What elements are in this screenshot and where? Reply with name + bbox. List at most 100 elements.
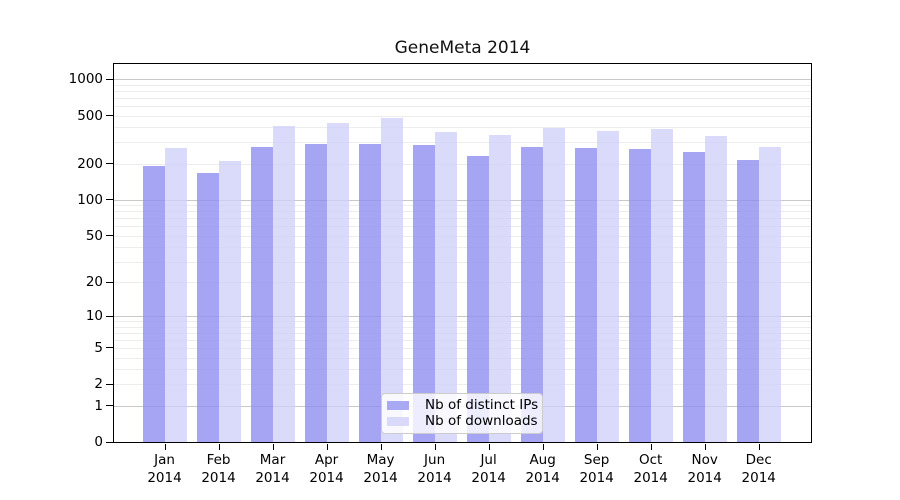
gridline-minor-900 bbox=[113, 84, 812, 86]
x-tick-mark-dec bbox=[758, 444, 760, 450]
gridline-minor-5 bbox=[113, 347, 812, 349]
x-tick-label-aug: Aug 2014 bbox=[515, 451, 571, 487]
gridline-minor-9 bbox=[113, 321, 812, 323]
legend-label: Nb of downloads bbox=[425, 413, 538, 430]
gridline-minor-6 bbox=[113, 339, 812, 341]
gridline-minor-4 bbox=[113, 357, 812, 359]
x-tick-year: 2014 bbox=[309, 470, 344, 486]
bar-may-downloads bbox=[380, 117, 403, 443]
bar-sep-downloads bbox=[596, 130, 619, 443]
x-tick-label-mar: Mar 2014 bbox=[245, 451, 301, 487]
grid-layer bbox=[113, 63, 812, 443]
x-tick-year: 2014 bbox=[687, 470, 722, 486]
gridline-minor-2 bbox=[113, 384, 812, 386]
legend-swatch-icon bbox=[387, 400, 409, 410]
y-tick-mark-10 bbox=[106, 315, 113, 317]
y-tick-label-100: 100 bbox=[77, 191, 103, 208]
x-tick-mark-apr bbox=[326, 444, 328, 450]
bar-jun-ips bbox=[412, 144, 435, 443]
x-tick-year: 2014 bbox=[417, 470, 452, 486]
x-tick-month: Mar bbox=[259, 452, 286, 468]
x-tick-month: Apr bbox=[314, 452, 339, 468]
y-tick-label-500: 500 bbox=[77, 107, 103, 124]
bar-nov-downloads bbox=[704, 136, 727, 443]
bar-nov-ips bbox=[682, 152, 705, 443]
x-tick-month: Feb bbox=[206, 452, 231, 468]
bar-dec-downloads bbox=[758, 147, 781, 443]
legend-item-downloads: Nb of downloads bbox=[387, 413, 538, 430]
y-tick-mark-20 bbox=[106, 281, 113, 283]
bar-sep-ips bbox=[574, 147, 597, 443]
bar-dec-ips bbox=[736, 159, 759, 443]
x-tick-mark-mar bbox=[272, 444, 274, 450]
y-tick-mark-0 bbox=[106, 441, 113, 443]
x-tick-month: May bbox=[366, 452, 395, 468]
y-tick-label-200: 200 bbox=[77, 155, 103, 172]
x-tick-month: Jan bbox=[154, 452, 175, 468]
x-tick-label-may: May 2014 bbox=[353, 451, 409, 487]
x-tick-year: 2014 bbox=[147, 470, 182, 486]
y-tick-mark-2 bbox=[106, 383, 113, 385]
bar-apr-ips bbox=[304, 143, 327, 443]
y-tick-label-2: 2 bbox=[94, 376, 103, 393]
x-tick-label-feb: Feb 2014 bbox=[191, 451, 247, 487]
gridline-minor-40 bbox=[113, 247, 812, 249]
x-tick-mark-sep bbox=[596, 444, 598, 450]
x-tick-month: Jun bbox=[424, 452, 446, 468]
gridline-major-10 bbox=[113, 316, 812, 318]
gridline-major-100 bbox=[113, 199, 812, 201]
x-tick-month: Oct bbox=[639, 452, 663, 468]
gridline-minor-80 bbox=[113, 211, 812, 213]
gridline-minor-600 bbox=[113, 106, 812, 108]
plot-area: Nb of distinct IPs Nb of downloads bbox=[113, 63, 812, 443]
y-tick-label-50: 50 bbox=[85, 227, 103, 244]
bar-aug-downloads bbox=[542, 127, 565, 443]
bar-feb-downloads bbox=[218, 160, 241, 443]
y-tick-label-1000: 1000 bbox=[68, 71, 103, 88]
y-tick-mark-200 bbox=[106, 163, 113, 165]
gridline-minor-20 bbox=[113, 282, 812, 284]
x-tick-label-dec: Dec 2014 bbox=[731, 451, 787, 487]
x-tick-month: Sep bbox=[583, 452, 610, 468]
legend: Nb of distinct IPs Nb of downloads bbox=[381, 393, 543, 434]
y-tick-label-5: 5 bbox=[94, 339, 103, 356]
gridline-minor-30 bbox=[113, 261, 812, 263]
x-tick-label-jan: Jan 2014 bbox=[137, 451, 193, 487]
x-tick-year: 2014 bbox=[363, 470, 398, 486]
y-tick-mark-50 bbox=[106, 235, 113, 237]
gridline-minor-50 bbox=[113, 235, 812, 237]
gridline-minor-70 bbox=[113, 218, 812, 220]
bar-oct-downloads bbox=[650, 128, 673, 443]
y-tick-mark-1000 bbox=[106, 78, 113, 80]
gridline-minor-60 bbox=[113, 226, 812, 228]
x-tick-mark-oct bbox=[650, 444, 652, 450]
x-tick-year: 2014 bbox=[741, 470, 776, 486]
x-tick-month: Aug bbox=[529, 452, 556, 468]
x-tick-year: 2014 bbox=[255, 470, 290, 486]
x-tick-year: 2014 bbox=[579, 470, 614, 486]
gridline-minor-400 bbox=[113, 127, 812, 129]
legend-swatch-icon bbox=[387, 417, 409, 427]
gridline-minor-700 bbox=[113, 97, 812, 99]
y-tick-mark-100 bbox=[106, 199, 113, 201]
y-tick-label-10: 10 bbox=[85, 308, 103, 325]
x-tick-month: Jul bbox=[480, 452, 497, 468]
x-tick-year: 2014 bbox=[201, 470, 236, 486]
bar-mar-ips bbox=[250, 146, 273, 443]
gridline-minor-90 bbox=[113, 205, 812, 207]
y-tick-mark-5 bbox=[106, 347, 113, 349]
x-tick-mark-aug bbox=[542, 444, 544, 450]
x-tick-mark-jan bbox=[164, 444, 166, 450]
y-tick-label-0: 0 bbox=[94, 434, 103, 450]
x-tick-year: 2014 bbox=[633, 470, 668, 486]
bar-jan-downloads bbox=[164, 147, 187, 443]
x-tick-label-apr: Apr 2014 bbox=[299, 451, 355, 487]
bar-jul-ips bbox=[466, 156, 489, 443]
x-tick-label-oct: Oct 2014 bbox=[623, 451, 679, 487]
legend-label: Nb of distinct IPs bbox=[425, 396, 539, 413]
gridline-minor-800 bbox=[113, 90, 812, 92]
x-tick-mark-feb bbox=[218, 444, 220, 450]
bar-jun-downloads bbox=[434, 132, 457, 443]
y-tick-mark-500 bbox=[106, 115, 113, 117]
